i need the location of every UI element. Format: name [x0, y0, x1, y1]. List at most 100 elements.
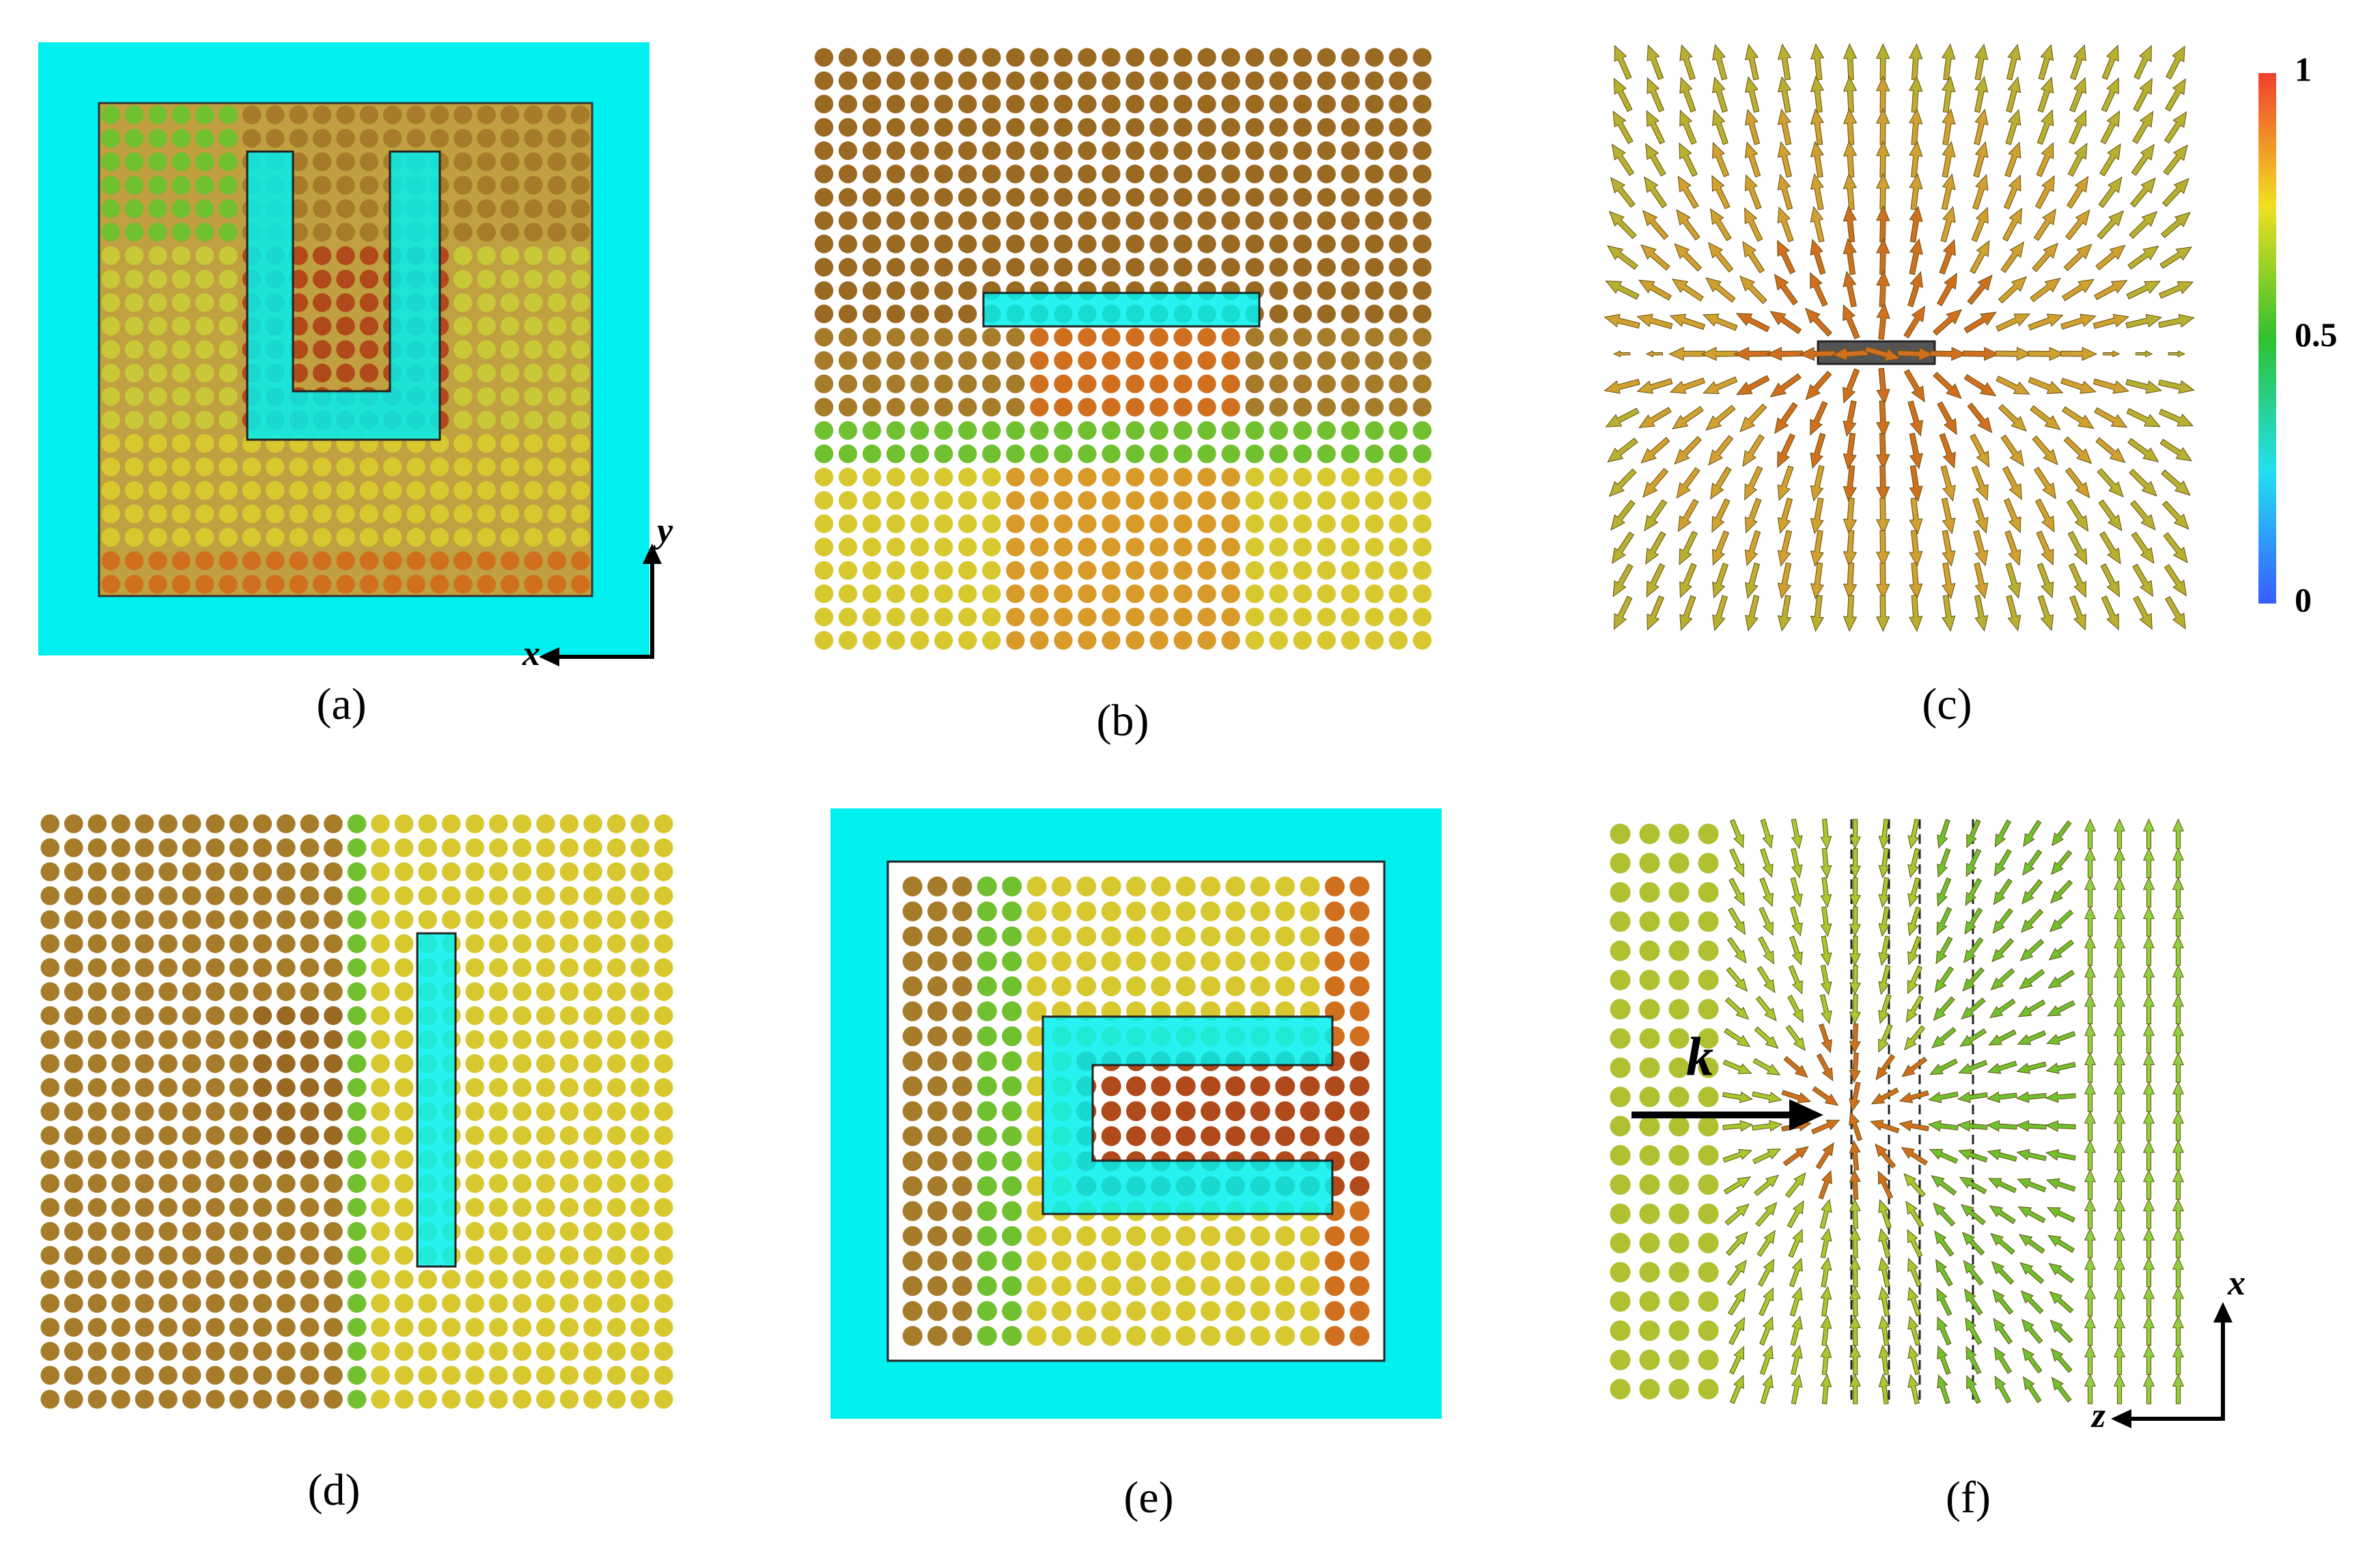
field-dot: [253, 886, 272, 905]
field-dot: [394, 1366, 414, 1385]
field-dot: [219, 363, 238, 383]
field-arrow: [2015, 1120, 2047, 1132]
field-dot: [171, 246, 191, 266]
field-dot: [958, 468, 977, 487]
field-arrow: [1991, 937, 2015, 963]
field-arrow: [2172, 906, 2185, 937]
field-dot: [219, 575, 238, 594]
field-dot: [1412, 211, 1432, 230]
field-dot: [430, 457, 449, 477]
field-dot: [1698, 1174, 1719, 1196]
field-arrow: [1820, 819, 1832, 850]
field-dot: [277, 910, 296, 929]
field-dot: [524, 270, 543, 289]
field-dot: [500, 270, 520, 289]
field-dot: [1293, 48, 1312, 67]
field-dot: [135, 1150, 154, 1170]
field-dot: [1364, 165, 1384, 184]
field-dot: [1300, 951, 1320, 972]
field-dot: [453, 246, 473, 266]
field-dot: [547, 152, 567, 171]
field-arrow: [1971, 465, 1989, 501]
field-arrow: [1777, 108, 1792, 145]
field-arrow: [2168, 350, 2186, 358]
field-dot: [1364, 211, 1384, 230]
field-arrow: [1739, 403, 1767, 433]
field-dot: [1610, 1262, 1631, 1283]
field-arrow: [1726, 967, 1748, 992]
field-dot: [1293, 561, 1312, 580]
field-dot: [1349, 1301, 1370, 1321]
field-dot: [1151, 1101, 1171, 1122]
field-dot: [206, 934, 225, 953]
field-dot: [886, 584, 906, 604]
field-dot: [111, 910, 130, 929]
field-dot: [1201, 1301, 1221, 1321]
field-dot: [559, 910, 579, 929]
field-arrow: [1820, 877, 1832, 908]
field-arrow: [1876, 270, 1890, 308]
field-dot: [171, 105, 191, 124]
field-dot: [101, 293, 120, 312]
field-dot: [148, 387, 167, 406]
field-dot: [1201, 1251, 1221, 1271]
axis-label: y: [653, 511, 673, 550]
field-dot: [1221, 584, 1240, 604]
field-dot: [87, 934, 107, 953]
field-dot: [1388, 48, 1408, 67]
field-dot: [1341, 94, 1360, 114]
field-dot: [64, 1006, 83, 1025]
field-dot: [406, 504, 425, 524]
field-arrow: [1903, 1173, 1926, 1198]
field-dot: [1668, 1349, 1690, 1370]
field-dot: [64, 838, 83, 858]
field-arrow: [1991, 1260, 2015, 1285]
field-dot: [958, 514, 977, 533]
field-dot: [814, 117, 834, 137]
field-dot: [500, 575, 520, 594]
field-dot: [910, 468, 929, 487]
field-arrow: [2100, 110, 2120, 145]
field-arrow: [2006, 595, 2021, 632]
field-dot: [814, 468, 834, 487]
field-dot: [64, 1150, 83, 1170]
field-dot: [477, 363, 496, 383]
field-arrow: [1790, 877, 1803, 908]
field-dot: [862, 444, 882, 464]
field-dot: [394, 958, 414, 978]
field-dot: [838, 328, 858, 347]
field-dot: [124, 128, 144, 148]
field-arrow: [1876, 173, 1890, 210]
field-dot: [1341, 328, 1360, 347]
field-dot: [1221, 374, 1240, 393]
field-dot: [536, 1126, 555, 1145]
field-dot: [1300, 976, 1320, 997]
field-dot: [347, 982, 367, 1002]
field-dot: [1275, 1251, 1296, 1271]
field-dot: [1149, 94, 1168, 114]
field-dot: [934, 211, 953, 230]
field-dot: [1102, 328, 1121, 347]
field-dot: [148, 199, 167, 218]
field-arrow: [1875, 43, 1890, 81]
field-dot: [465, 1366, 485, 1385]
field-arrow: [1905, 1200, 1924, 1228]
field-dot: [111, 814, 130, 834]
field-dot: [1078, 514, 1097, 533]
field-arrow: [2127, 245, 2159, 270]
field-dot: [977, 976, 997, 997]
field-arrow: [1959, 1028, 1987, 1047]
field-dot: [886, 281, 906, 300]
field-dot: [1317, 421, 1336, 440]
field-dot: [1269, 584, 1288, 604]
field-dot: [135, 1053, 154, 1073]
field-dot: [148, 175, 167, 195]
field-dot: [1317, 514, 1336, 533]
field-arrow: [1722, 1148, 1752, 1163]
field-dot: [1030, 514, 1049, 533]
field-dot: [64, 1102, 83, 1121]
field-arrow: [2126, 281, 2161, 300]
field-arrow: [2142, 1227, 2155, 1258]
field-dot: [1101, 976, 1121, 997]
field-dot: [934, 305, 953, 324]
